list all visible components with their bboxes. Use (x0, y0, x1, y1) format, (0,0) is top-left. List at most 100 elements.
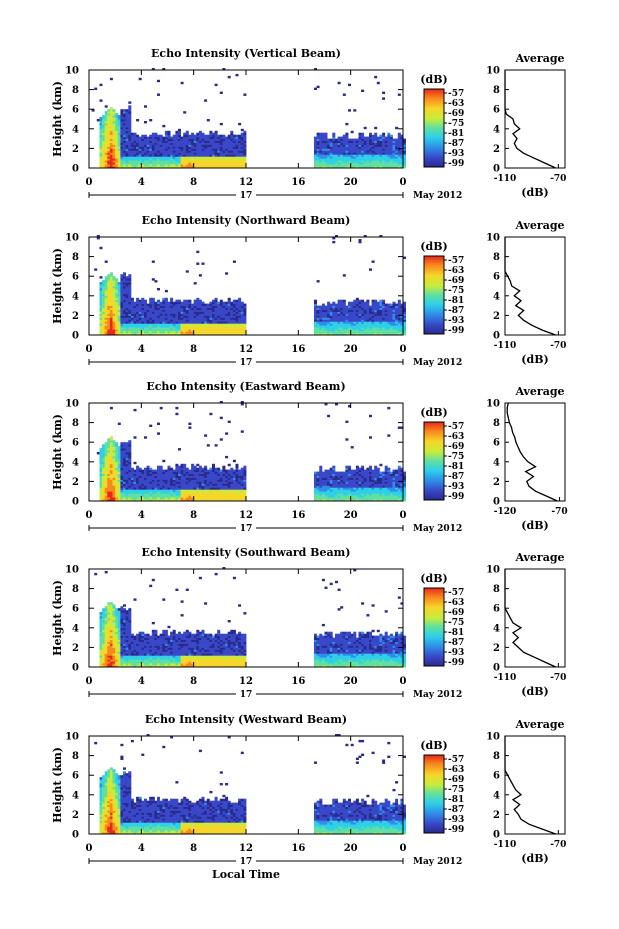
heatmap-cell (115, 471, 119, 474)
heatmap-cell (109, 311, 113, 314)
heatmap-cell (162, 331, 166, 334)
heatmap-cell (109, 138, 113, 141)
heatmap-cell (102, 331, 106, 334)
heatmap-cell (382, 136, 386, 139)
heatmap-cell (180, 469, 184, 472)
heatmap-cell (164, 303, 168, 306)
heatmap-cell (217, 487, 221, 490)
heatmap-cell (314, 156, 317, 159)
heatmap-cell (170, 152, 174, 155)
heatmap-cell (99, 499, 103, 502)
heatmap-cell (175, 483, 179, 486)
heatmap-cell (214, 150, 218, 153)
heatmap-cell (170, 156, 174, 159)
heatmap-cell (172, 140, 176, 143)
heatmap-cell (348, 325, 351, 328)
heatmap-cell (327, 317, 331, 320)
heatmap-cell (178, 166, 181, 169)
heatmap-cell (128, 305, 132, 308)
heatmap-cell (112, 130, 116, 134)
heatmap-cell (178, 469, 181, 472)
heatmap-cell (193, 282, 197, 285)
heatmap-cell (120, 113, 124, 116)
heatmap-cell (123, 301, 126, 305)
heatmap-cell (159, 315, 163, 318)
heatmap-cell (198, 499, 202, 502)
heatmap-cell (198, 329, 202, 332)
heatmap-cell (120, 128, 124, 132)
heatmap-cell (102, 333, 106, 336)
heatmap-cell (130, 144, 134, 147)
heatmap-cell (115, 138, 119, 141)
heatmap-cell (112, 475, 116, 478)
heatmap-cell (382, 313, 386, 316)
heatmap-cell (314, 299, 317, 303)
heatmap-cell (238, 166, 242, 169)
heatmap-cell (363, 329, 367, 332)
heatmap-cell (214, 481, 218, 484)
heatmap-cell (178, 487, 181, 490)
heatmap-cell (389, 317, 393, 320)
heatmap-cell (136, 160, 140, 163)
heatmap-cell (219, 144, 223, 147)
heatmap-cell (99, 162, 103, 165)
heatmap-cell (178, 158, 181, 161)
heatmap-cell (217, 483, 221, 486)
heatmap-cell (384, 140, 388, 143)
heatmap-cell (342, 331, 346, 334)
heatmap-cell (159, 331, 163, 334)
heatmap-cell (170, 483, 174, 486)
heatmap-cell (340, 144, 344, 147)
heatmap-cell (123, 448, 126, 451)
heatmap-cell (117, 301, 121, 305)
heatmap-cell (130, 132, 134, 136)
heatmap-cell (146, 333, 150, 336)
heatmap-cell (146, 487, 150, 490)
heatmap-cell (167, 329, 171, 332)
heatmap-cell (214, 144, 218, 147)
heatmap-cell (219, 317, 223, 320)
heatmap-cell (154, 485, 158, 488)
heatmap-cell (353, 321, 357, 324)
heatmap-cell (219, 319, 223, 322)
heatmap-cell (162, 144, 166, 147)
heatmap-cell (172, 483, 176, 486)
heatmap-cell (123, 463, 126, 467)
heatmap-cell (348, 158, 351, 161)
heatmap-cell (361, 305, 365, 308)
heatmap-cell (193, 479, 197, 482)
heatmap-cell (361, 323, 365, 326)
heatmap-cell (319, 325, 323, 328)
heatmap-cell (167, 301, 171, 305)
heatmap-cell (201, 144, 205, 147)
heatmap-cell (120, 154, 124, 157)
heatmap-cell (125, 160, 129, 163)
heatmap-cell (209, 493, 213, 496)
heatmap-cell (112, 325, 116, 328)
heatmap-cell (403, 166, 406, 169)
heatmap-cell (355, 297, 359, 301)
heatmap-cell (104, 278, 108, 281)
heatmap-cell (183, 473, 187, 476)
heatmap-cell (214, 158, 218, 161)
heatmap-cell (222, 138, 226, 141)
heatmap-cell (120, 323, 124, 326)
heatmap-cell (329, 327, 333, 330)
heatmap-cell (235, 309, 239, 312)
heatmap-cell (324, 483, 328, 486)
heatmap-cell (219, 311, 223, 314)
heatmap-cell (178, 473, 181, 476)
heatmap-cell (128, 152, 132, 155)
heatmap-cell (154, 309, 158, 312)
heatmap-cell (172, 319, 176, 322)
heatmap-cell (358, 160, 362, 163)
heatmap-cell (191, 333, 195, 336)
heatmap-cell (376, 144, 380, 147)
heatmap-cell (337, 491, 341, 494)
heatmap-cell (355, 313, 359, 316)
heatmap-cell (157, 331, 160, 334)
heatmap-cell (117, 307, 121, 310)
heatmap-cell (232, 305, 236, 308)
heatmap-cell (170, 140, 174, 143)
heatmap-cell (151, 160, 155, 163)
